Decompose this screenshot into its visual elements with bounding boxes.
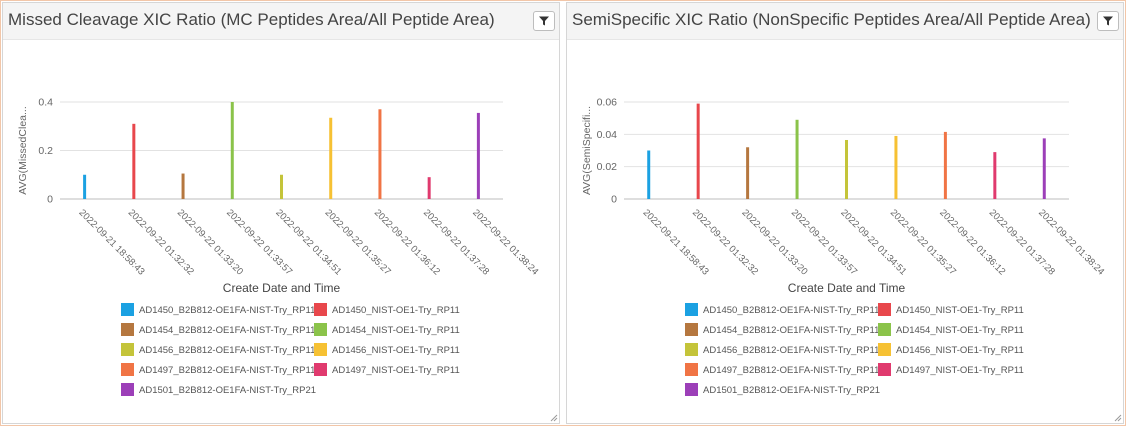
bar[interactable] — [181, 173, 185, 199]
legend-swatch — [878, 303, 891, 316]
legend-label: AD1450_NIST-OE1-Try_RP11 — [332, 305, 460, 316]
bar[interactable] — [993, 152, 997, 199]
x-axis-title: Create Date and Time — [788, 281, 906, 295]
legend-item[interactable]: AD1456_NIST-OE1-Try_RP11 — [314, 343, 460, 356]
y-tick-label: 0.2 — [38, 145, 53, 157]
legend-item[interactable]: AD1450_NIST-OE1-Try_RP11 — [314, 303, 460, 316]
legend-swatch — [685, 343, 698, 356]
legend-item[interactable]: AD1456_B2B812-OE1FA-NIST-Try_RP11 — [685, 343, 879, 356]
legend-item[interactable]: AD1450_B2B812-OE1FA-NIST-Try_RP11 — [121, 303, 315, 316]
legend-item[interactable]: AD1454_NIST-OE1-Try_RP11 — [878, 323, 1024, 336]
panel-title: SemiSpecific XIC Ratio (NonSpecific Pept… — [572, 10, 1091, 29]
legend-swatch — [314, 303, 327, 316]
legend-swatch — [685, 363, 698, 376]
legend-label: AD1456_NIST-OE1-Try_RP11 — [332, 345, 460, 356]
legend-swatch — [314, 323, 327, 336]
bar[interactable] — [696, 103, 700, 199]
legend-item[interactable]: AD1501_B2B812-OE1FA-NIST-Try_RP21 — [121, 383, 316, 396]
legend-label: AD1454_B2B812-OE1FA-NIST-Try_RP11 — [703, 325, 879, 336]
bar[interactable] — [894, 135, 898, 199]
filter-button[interactable] — [1097, 11, 1119, 31]
legend-swatch — [314, 343, 327, 356]
bar[interactable] — [280, 174, 283, 199]
y-axis-title: AVG(MissedClea... — [17, 106, 29, 195]
legend-item[interactable]: AD1497_B2B812-OE1FA-NIST-Try_RP11 — [685, 363, 879, 376]
legend-item[interactable]: AD1450_NIST-OE1-Try_RP11 — [878, 303, 1024, 316]
legend-label: AD1497_B2B812-OE1FA-NIST-Try_RP11 — [703, 365, 879, 376]
legend-item[interactable]: AD1454_B2B812-OE1FA-NIST-Try_RP11 — [685, 323, 879, 336]
legend-swatch — [878, 343, 891, 356]
y-tick-label: 0.4 — [38, 97, 53, 109]
legend-swatch — [121, 303, 134, 316]
legend-swatch — [685, 303, 698, 316]
bar[interactable] — [795, 119, 799, 199]
legend-label: AD1497_NIST-OE1-Try_RP11 — [332, 365, 460, 376]
chart-panel-semispecific: SemiSpecific XIC Ratio (NonSpecific Pept… — [566, 2, 1124, 424]
legend-label: AD1454_B2B812-OE1FA-NIST-Try_RP11 — [139, 325, 315, 336]
legend-swatch — [121, 363, 134, 376]
legend-item[interactable]: AD1456_B2B812-OE1FA-NIST-Try_RP11 — [121, 343, 315, 356]
legend-swatch — [685, 383, 698, 396]
y-tick-label: 0.02 — [597, 161, 618, 173]
bar[interactable] — [943, 131, 947, 199]
legend-label: AD1450_B2B812-OE1FA-NIST-Try_RP11 — [139, 305, 315, 316]
filter-button[interactable] — [533, 11, 555, 31]
legend-label: AD1501_B2B812-OE1FA-NIST-Try_RP21 — [139, 385, 316, 396]
legend-swatch — [121, 343, 134, 356]
legend-item[interactable]: AD1497_NIST-OE1-Try_RP11 — [314, 363, 460, 376]
legend-swatch — [878, 363, 891, 376]
bar[interactable] — [746, 147, 750, 199]
legend-label: AD1456_B2B812-OE1FA-NIST-Try_RP11 — [703, 345, 879, 356]
resize-grip-icon[interactable] — [1114, 414, 1122, 422]
bar[interactable] — [378, 109, 382, 199]
bar[interactable] — [845, 139, 848, 199]
bar[interactable] — [329, 117, 333, 199]
y-tick-label: 0.06 — [597, 97, 618, 109]
legend-swatch — [685, 323, 698, 336]
legend-label: AD1454_NIST-OE1-Try_RP11 — [896, 325, 1024, 336]
bar[interactable] — [230, 102, 234, 199]
legend-label: AD1454_NIST-OE1-Try_RP11 — [332, 325, 460, 336]
y-tick-label: 0 — [611, 194, 617, 206]
bar[interactable] — [83, 174, 87, 199]
legend-item[interactable]: AD1497_NIST-OE1-Try_RP11 — [878, 363, 1024, 376]
bar[interactable] — [476, 112, 480, 199]
y-tick-label: 0 — [47, 194, 53, 206]
bar[interactable] — [1042, 138, 1046, 199]
chart-panel-missed-cleavage: Missed Cleavage XIC Ratio (MC Peptides A… — [2, 2, 560, 424]
panel-header: Missed Cleavage XIC Ratio (MC Peptides A… — [3, 3, 559, 40]
y-axis-title: AVG(SemiSpecifi... — [581, 106, 593, 195]
legend-item[interactable]: AD1456_NIST-OE1-Try_RP11 — [878, 343, 1024, 356]
bar[interactable] — [427, 177, 431, 199]
chart-semispecific: 00.020.040.06AVG(SemiSpecifi...2022-09-2… — [581, 97, 1106, 396]
legend-swatch — [878, 323, 891, 336]
filter-icon — [539, 16, 549, 26]
legend-item[interactable]: AD1450_B2B812-OE1FA-NIST-Try_RP11 — [685, 303, 879, 316]
bar[interactable] — [132, 123, 136, 199]
y-tick-label: 0.04 — [597, 129, 618, 141]
panel-header: SemiSpecific XIC Ratio (NonSpecific Pept… — [567, 3, 1123, 40]
legend-swatch — [121, 383, 134, 396]
resize-grip-icon[interactable] — [550, 414, 558, 422]
legend-label: AD1450_NIST-OE1-Try_RP11 — [896, 305, 1024, 316]
legend-item[interactable]: AD1454_NIST-OE1-Try_RP11 — [314, 323, 460, 336]
legend-label: AD1501_B2B812-OE1FA-NIST-Try_RP21 — [703, 385, 880, 396]
legend-label: AD1450_B2B812-OE1FA-NIST-Try_RP11 — [703, 305, 879, 316]
legend-label: AD1497_B2B812-OE1FA-NIST-Try_RP11 — [139, 365, 315, 376]
bar[interactable] — [647, 150, 651, 200]
legend-label: AD1497_NIST-OE1-Try_RP11 — [896, 365, 1024, 376]
panel-title: Missed Cleavage XIC Ratio (MC Peptides A… — [8, 10, 495, 29]
legend-label: AD1456_NIST-OE1-Try_RP11 — [896, 345, 1024, 356]
x-axis-title: Create Date and Time — [223, 281, 341, 295]
legend-item[interactable]: AD1501_B2B812-OE1FA-NIST-Try_RP21 — [685, 383, 880, 396]
legend-swatch — [314, 363, 327, 376]
filter-icon — [1103, 16, 1113, 26]
legend-item[interactable]: AD1454_B2B812-OE1FA-NIST-Try_RP11 — [121, 323, 315, 336]
legend-label: AD1456_B2B812-OE1FA-NIST-Try_RP11 — [139, 345, 315, 356]
legend-item[interactable]: AD1497_B2B812-OE1FA-NIST-Try_RP11 — [121, 363, 315, 376]
legend-swatch — [121, 323, 134, 336]
